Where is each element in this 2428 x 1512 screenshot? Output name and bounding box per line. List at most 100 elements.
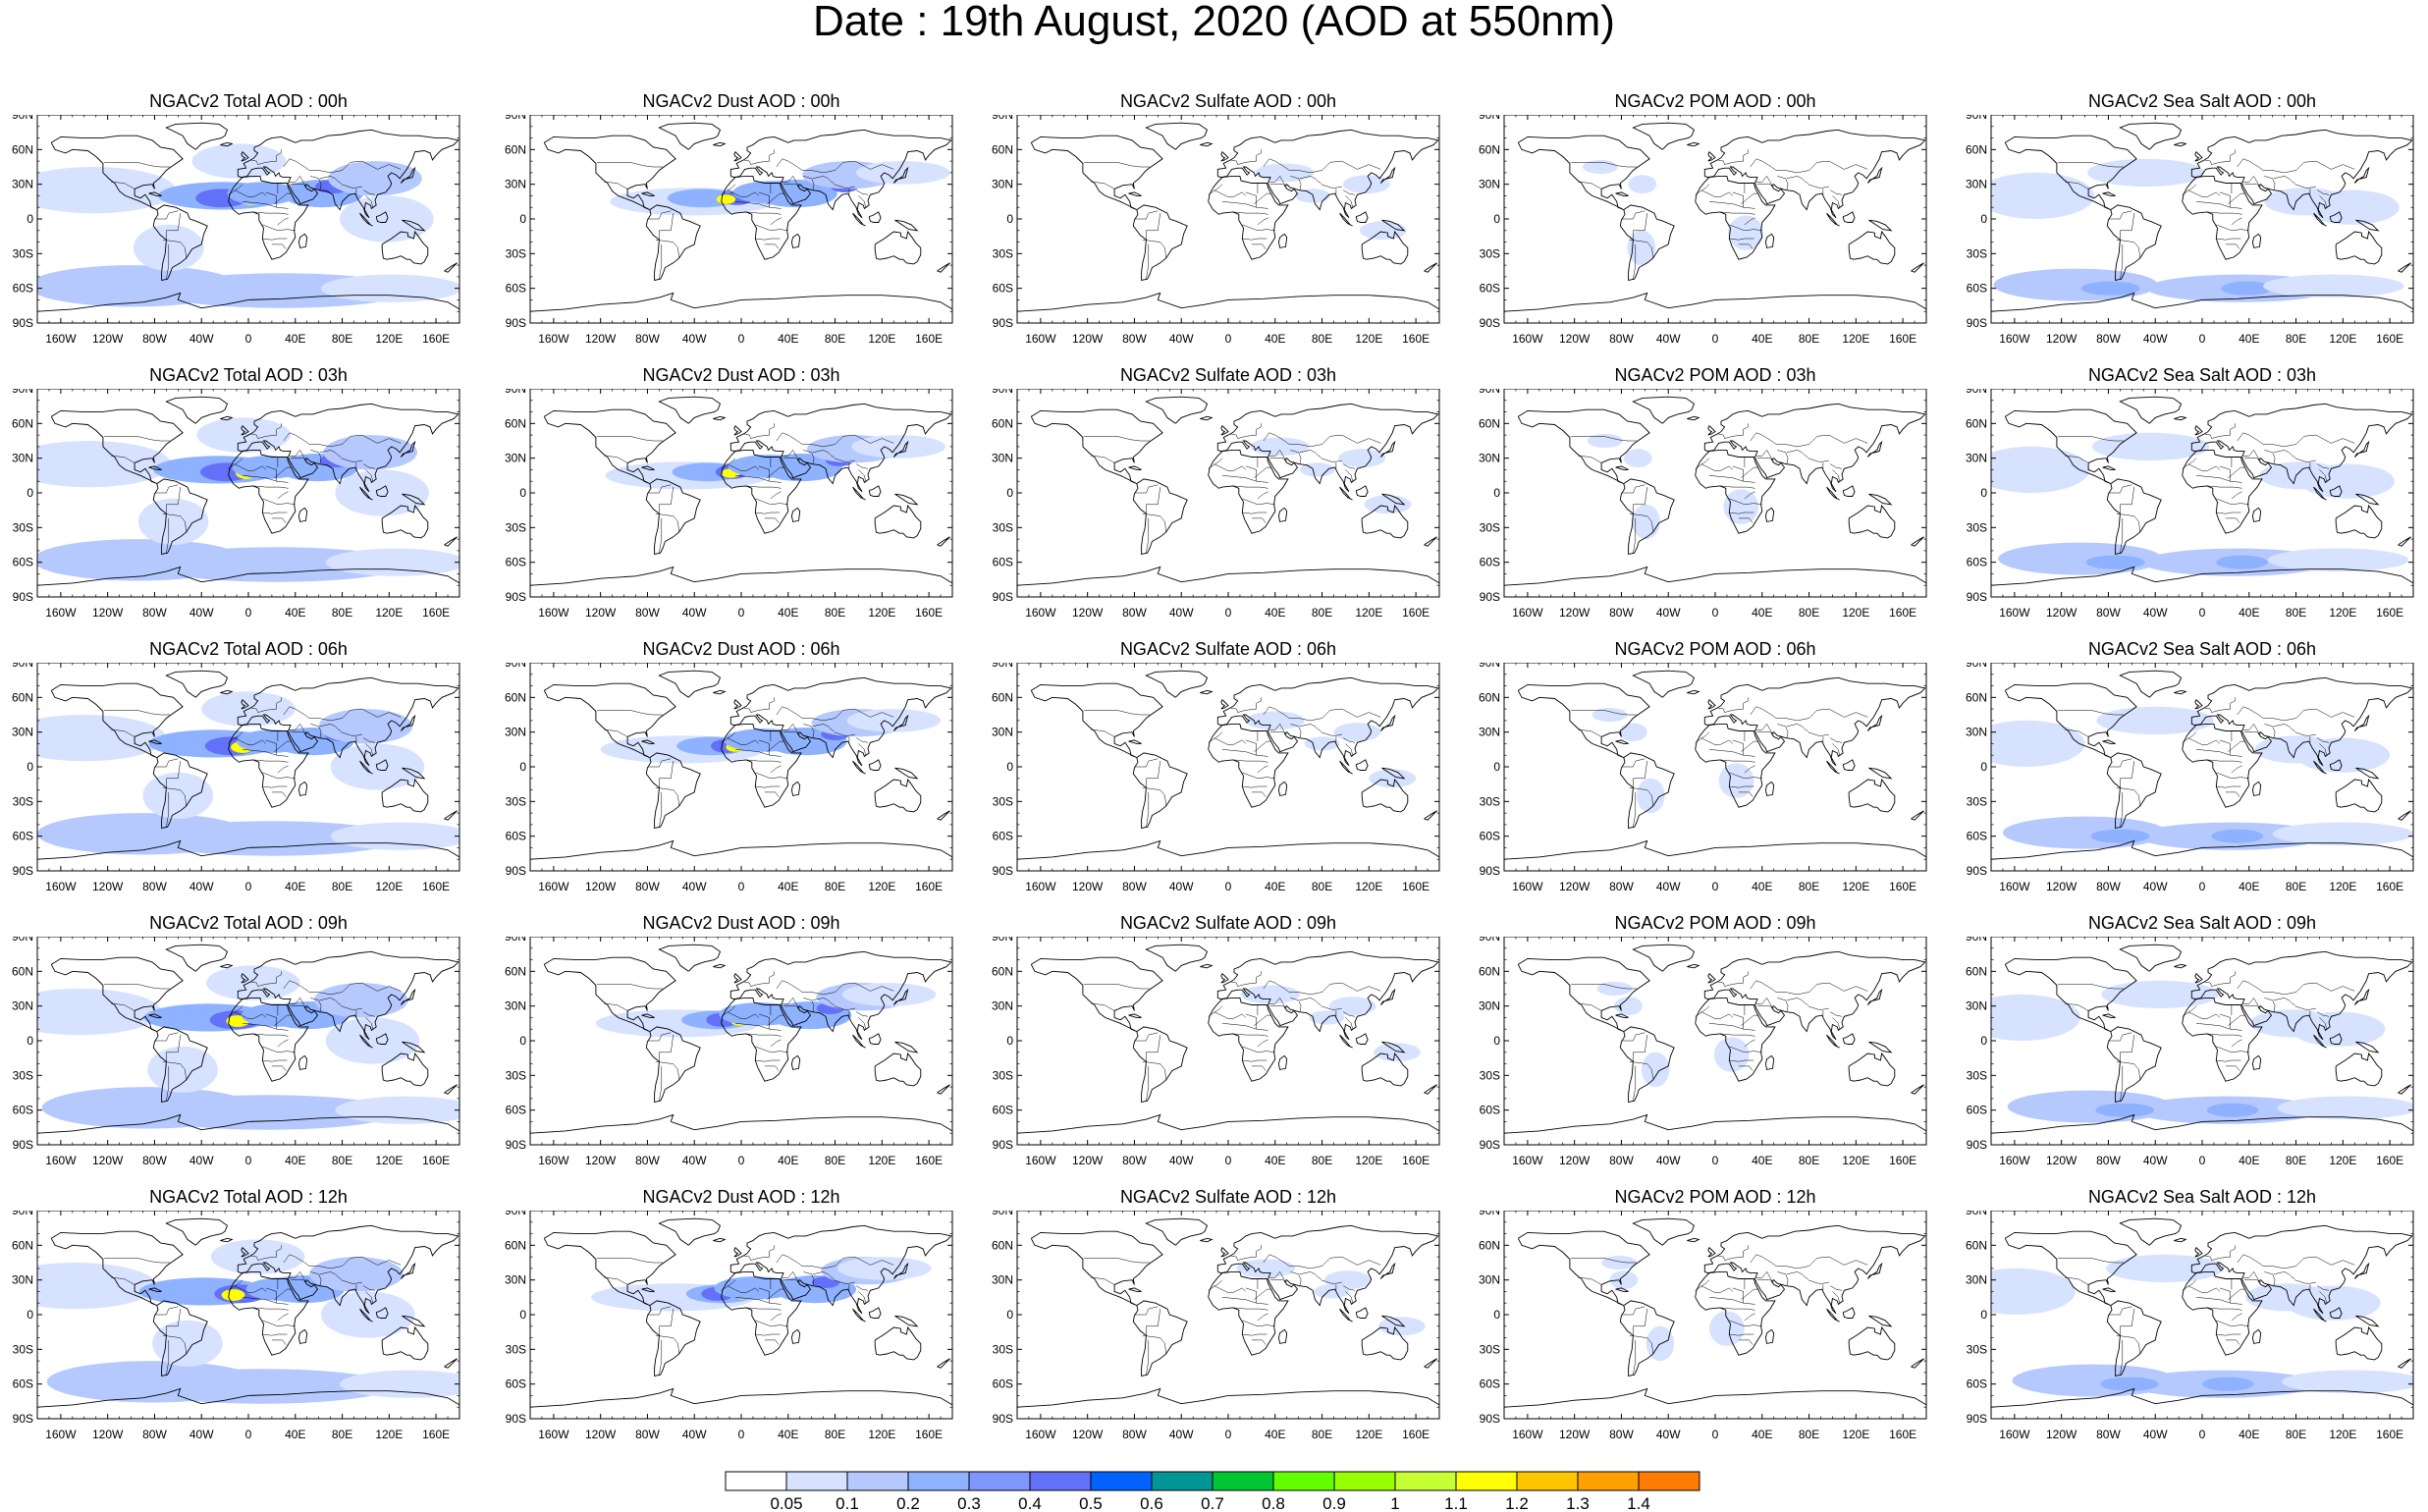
aod-field: [1991, 1268, 2076, 1315]
country-border: [2294, 1279, 2316, 1284]
lat-tick-label: 90N: [12, 115, 33, 122]
lon-tick-label: 40E: [1752, 1428, 1772, 1441]
lat-tick-label: 90S: [1967, 1138, 1987, 1152]
aod-field: [325, 548, 459, 576]
lat-tick-label: 30N: [12, 452, 33, 465]
country-border: [265, 191, 277, 208]
country-border: [1242, 772, 1275, 780]
lon-tick-label: 0: [1712, 606, 1719, 620]
coastline: [2335, 1052, 2383, 1087]
country-border: [283, 432, 402, 448]
coastline: [1424, 262, 1437, 273]
map-panel-sulfate-3: NGACv2 Sulfate AOD : 09h 90N 60N 30N 0 30S 60S…: [980, 913, 1441, 1188]
lon-tick-label: 80W: [2096, 332, 2121, 346]
country-border: [166, 1339, 170, 1376]
lat-tick-label: 60N: [992, 416, 1013, 430]
lon-tick-label: 80E: [2286, 1428, 2306, 1441]
coastline: [721, 723, 802, 808]
country-border: [1629, 239, 1653, 259]
country-border: [812, 998, 835, 1005]
lon-tick-label: 80W: [142, 1154, 167, 1167]
lat-tick-label: 60S: [13, 1104, 33, 1117]
coastline: [1216, 950, 1439, 1041]
country-border: [1829, 1285, 1843, 1291]
country-border: [1741, 1288, 1759, 1300]
coastline: [713, 141, 727, 147]
country-border: [242, 1023, 289, 1031]
country-border: [2273, 998, 2295, 1005]
lon-tick-label: 40W: [189, 880, 214, 893]
country-border: [1146, 1339, 1150, 1376]
lon-tick-label: 120E: [1355, 880, 1382, 893]
lon-tick-label: 120E: [1842, 606, 1869, 620]
country-border: [1724, 423, 1749, 439]
country-border: [228, 731, 243, 743]
country-border: [2120, 243, 2124, 280]
colorbar-swatch: [725, 1471, 787, 1491]
country-border: [604, 729, 628, 737]
country-border: [2206, 759, 2242, 763]
coastline: [1030, 408, 1163, 485]
country-border: [341, 184, 362, 189]
country-border: [111, 1277, 135, 1285]
map-panel-seasalt-1: NGACv2 Sea Salt AOD : 03h 90N 60N 30N 0 30S 60…: [1954, 365, 2415, 640]
coastline: [543, 682, 676, 759]
lat-tick-label: 30N: [1479, 452, 1500, 465]
lon-tick-label: 80E: [2286, 880, 2306, 893]
lat-tick-label: 60N: [1966, 690, 1987, 704]
lon-tick-label: 160E: [1402, 1428, 1430, 1441]
country-border: [2065, 182, 2089, 189]
coastline: [1695, 723, 1776, 808]
country-border: [1829, 737, 1843, 743]
country-border: [1766, 450, 1772, 459]
country-border: [365, 195, 373, 208]
country-border: [289, 998, 300, 1004]
coastline: [1355, 1033, 1369, 1045]
colorbar-label: 0.4: [1018, 1494, 1042, 1512]
country-border: [262, 498, 296, 506]
country-border: [659, 243, 663, 280]
country-border: [111, 729, 135, 737]
coastline: [2182, 1270, 2263, 1356]
country-border: [104, 436, 170, 442]
country-border: [2225, 517, 2240, 523]
aod-field: [340, 195, 434, 243]
aod-field: [2287, 1285, 2381, 1321]
lat-tick-label: 60S: [1967, 1104, 1987, 1117]
coastline: [1132, 1300, 1188, 1377]
main-title: Date : 19th August, 2020 (AOD at 550nm): [813, 0, 1615, 45]
coastline: [2251, 507, 2262, 522]
country-border: [812, 1271, 835, 1279]
aod-field: [1304, 736, 1340, 751]
lat-tick-label: 60N: [992, 964, 1013, 978]
country-border: [1621, 758, 1646, 768]
coastline: [1128, 739, 1142, 744]
lat-tick-label: 60S: [993, 1104, 1013, 1117]
country-border: [1257, 217, 1268, 226]
lon-tick-label: 40W: [682, 1154, 707, 1167]
lon-tick-label: 120W: [1072, 880, 1104, 893]
lat-tick-label: 30S: [13, 1342, 33, 1356]
country-border: [834, 731, 855, 736]
coastline: [400, 714, 416, 731]
coastline: [1017, 292, 1439, 312]
country-border: [792, 724, 798, 732]
coastline: [359, 1308, 373, 1323]
lon-tick-label: 120E: [868, 332, 895, 346]
aod-field: [1338, 449, 1386, 468]
country-border: [1633, 487, 1647, 514]
country-border: [858, 469, 866, 482]
coastline: [400, 166, 416, 184]
lat-tick-label: 60S: [993, 1377, 1013, 1391]
country-border: [310, 1271, 322, 1286]
country-border: [764, 791, 780, 797]
map-panel-dust-0: NGACv2 Dust AOD : 00h 90N 60N 30N 0 30S 60S 90S…: [493, 91, 954, 366]
coastline: [375, 485, 389, 497]
coastline: [1381, 1315, 1406, 1327]
coastline: [1826, 760, 1840, 775]
lon-tick-label: 80E: [1799, 606, 1819, 620]
country-border: [1766, 1271, 1772, 1280]
